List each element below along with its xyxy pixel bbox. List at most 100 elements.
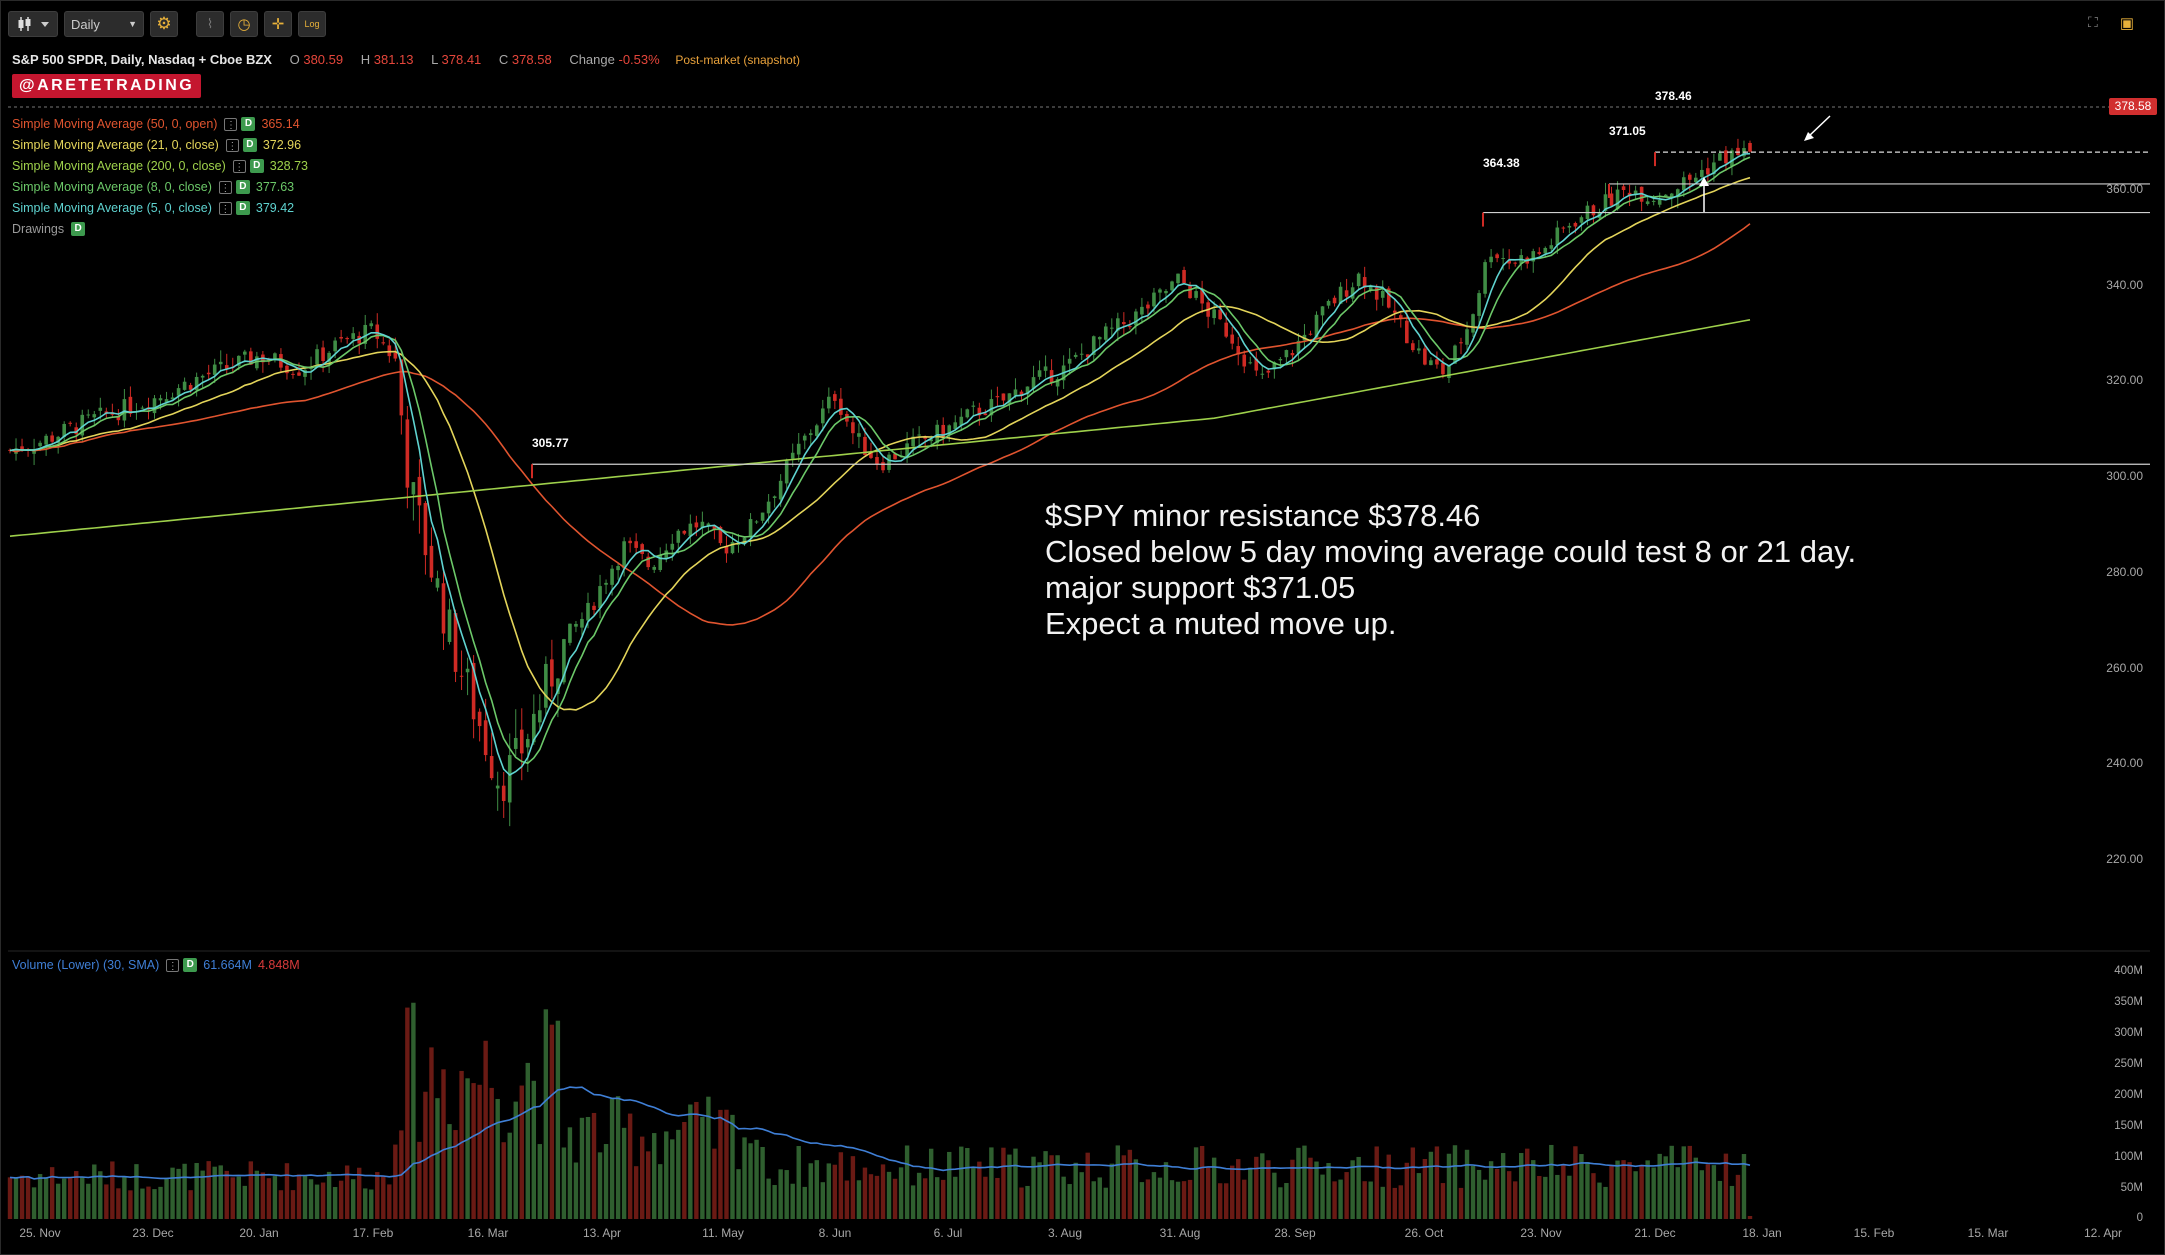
- volume-bar: [1242, 1179, 1247, 1219]
- window-controls: ⛶ ▣: [2088, 14, 2134, 32]
- volume-bar: [850, 1156, 856, 1219]
- candle-body: [158, 398, 163, 401]
- candle-body: [1266, 370, 1271, 373]
- timeframe-select[interactable]: Daily ▼: [64, 11, 144, 37]
- candle-body: [152, 398, 157, 414]
- volume-bar: [1248, 1167, 1253, 1219]
- volume-bar: [682, 1122, 687, 1219]
- study-sma-50[interactable]: Simple Moving Average (50, 0, open) ⋮ D 3…: [12, 117, 300, 131]
- volume-bar: [1452, 1145, 1458, 1219]
- volume-bar: [886, 1171, 892, 1219]
- compare-button[interactable]: ⌇: [196, 11, 224, 37]
- volume-bar: [134, 1164, 139, 1219]
- candle-body: [1356, 273, 1361, 287]
- study-menu-icon[interactable]: ⋮: [218, 201, 232, 215]
- volume-bar: [1609, 1165, 1614, 1219]
- volume-bar: [790, 1183, 795, 1219]
- study-menu-icon[interactable]: ⋮: [218, 180, 232, 194]
- volume-bar: [1019, 1187, 1024, 1219]
- study-badge[interactable]: D: [241, 117, 256, 131]
- candle-body: [1621, 186, 1626, 190]
- volume-bar: [363, 1188, 368, 1219]
- candle-body: [568, 623, 572, 643]
- volume-bar: [140, 1188, 145, 1219]
- candle-body: [429, 545, 434, 578]
- drawing-tools-button[interactable]: ✛: [264, 11, 292, 37]
- volume-bar: [1007, 1154, 1012, 1219]
- volume-tick-label: 0: [2136, 1212, 2143, 1224]
- candle-body: [1465, 329, 1469, 345]
- study-menu-icon[interactable]: ⋮: [224, 117, 238, 131]
- volume-bar: [1675, 1167, 1680, 1219]
- high-value: 381.13: [373, 52, 414, 67]
- x-tick-label: 6. Jul: [933, 1226, 963, 1240]
- x-tick-label: 13. Apr: [582, 1226, 622, 1240]
- x-tick-label: 26. Oct: [1404, 1226, 1444, 1240]
- camera-icon[interactable]: ▣: [2119, 15, 2134, 32]
- log-scale-button[interactable]: Log: [298, 11, 326, 37]
- volume-bar: [1651, 1167, 1656, 1219]
- volume-bar: [1308, 1157, 1313, 1219]
- volume-bar: [718, 1109, 723, 1219]
- volume-legend[interactable]: Volume (Lower) (30, SMA) ⋮ D 61.664M 4.84…: [12, 958, 300, 972]
- candle-body: [532, 713, 536, 743]
- candle-body: [1459, 342, 1463, 344]
- candle-body: [423, 503, 428, 556]
- fullscreen-icon[interactable]: ⛶: [2088, 14, 2098, 30]
- open-label: O: [289, 52, 300, 67]
- volume-bar: [80, 1177, 85, 1219]
- candle-body: [616, 566, 620, 571]
- history-button[interactable]: ◷: [230, 11, 258, 37]
- volume-tick-label: 50M: [2120, 1182, 2143, 1194]
- drawings-legend[interactable]: Drawings D: [12, 222, 86, 236]
- candle-body: [1308, 333, 1313, 335]
- candle-body: [62, 423, 66, 438]
- candle-body: [1085, 354, 1090, 358]
- volume-bar: [1464, 1149, 1470, 1219]
- study-badge[interactable]: D: [235, 201, 250, 215]
- candle-body: [1730, 150, 1734, 167]
- candle-body: [808, 433, 813, 436]
- volume-bar: [236, 1176, 241, 1219]
- study-sma-21[interactable]: Simple Moving Average (21, 0, close) ⋮ D …: [12, 138, 301, 152]
- study-sma-8[interactable]: Simple Moving Average (8, 0, close) ⋮ D 3…: [12, 180, 294, 194]
- study-menu-icon[interactable]: ⋮: [232, 159, 246, 173]
- candle-body: [1513, 262, 1517, 264]
- candle-body: [610, 568, 614, 585]
- candle-body: [712, 525, 717, 531]
- study-label: Simple Moving Average (21, 0, close): [12, 138, 219, 152]
- volume-tick-label: 350M: [2114, 996, 2143, 1008]
- candle-body: [243, 351, 247, 355]
- volume-bar: [796, 1146, 801, 1219]
- volume-bar: [1236, 1159, 1241, 1219]
- drawings-badge[interactable]: D: [71, 222, 86, 236]
- candle-body: [519, 729, 524, 754]
- study-sma-200[interactable]: Simple Moving Average (200, 0, close) ⋮ D…: [12, 159, 308, 173]
- candle-body: [116, 415, 121, 421]
- study-sma-5[interactable]: Simple Moving Average (5, 0, close) ⋮ D 3…: [12, 201, 294, 215]
- candle-body: [1573, 222, 1578, 227]
- volume-bar: [513, 1101, 518, 1219]
- candle-body: [345, 338, 349, 340]
- volume-bar: [910, 1185, 916, 1219]
- level-label-305: 305.77: [532, 436, 569, 450]
- study-badge[interactable]: D: [183, 958, 198, 972]
- volume-bar: [1537, 1175, 1542, 1219]
- study-menu-icon[interactable]: ⋮: [166, 958, 180, 972]
- study-badge[interactable]: D: [242, 138, 257, 152]
- study-badge[interactable]: D: [235, 180, 250, 194]
- volume-bar: [838, 1152, 844, 1219]
- volume-bar: [381, 1176, 386, 1219]
- candle-body: [399, 359, 404, 416]
- chart-type-button[interactable]: [8, 11, 58, 37]
- candlestick-icon: [18, 17, 49, 31]
- level-label-371: 371.05: [1609, 124, 1646, 138]
- x-tick-label: 28. Sep: [1274, 1226, 1316, 1240]
- settings-button[interactable]: ⚙: [150, 11, 178, 37]
- study-badge[interactable]: D: [249, 159, 264, 173]
- study-menu-icon[interactable]: ⋮: [225, 138, 239, 152]
- crosshair-icon: ✛: [271, 16, 285, 33]
- volume-bar: [995, 1177, 1000, 1219]
- volume-bar: [1356, 1156, 1361, 1219]
- candle-body: [273, 353, 277, 361]
